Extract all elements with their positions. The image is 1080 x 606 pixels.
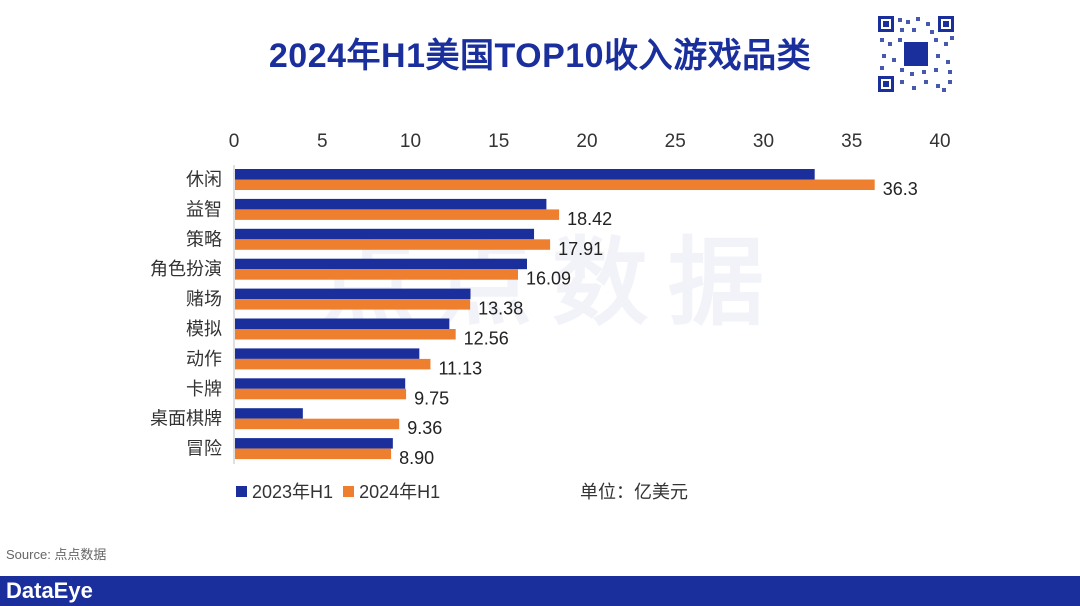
bar-2023 — [235, 408, 303, 419]
bar-2024 — [235, 239, 551, 250]
bar-2023 — [235, 169, 815, 180]
bar-2024 — [235, 269, 518, 280]
legend-item-2023: 2023年H1 — [236, 478, 333, 504]
unit-label: 单位：亿美元 — [580, 482, 688, 502]
x-tick-label: 0 — [229, 131, 240, 152]
x-tick-label: 40 — [929, 131, 950, 152]
bar-2024 — [235, 299, 471, 310]
bar-2023 — [235, 198, 547, 210]
x-tick-label: 15 — [488, 131, 509, 152]
x-tick-label: 20 — [576, 131, 597, 152]
legend-swatch-2023 — [236, 485, 247, 497]
category-label: 模拟 — [186, 319, 222, 339]
bar-2023 — [235, 258, 527, 270]
bar-2024 — [235, 418, 400, 430]
data-label: 18.42 — [567, 209, 612, 229]
bar-2023 — [235, 288, 471, 300]
category-label: 休闲 — [186, 170, 222, 190]
x-tick-label: 35 — [841, 131, 862, 152]
bar-2024 — [235, 329, 456, 340]
bars — [235, 169, 875, 460]
legend-item-2024: 2024年H1 — [343, 478, 440, 504]
data-label: 16.09 — [526, 269, 571, 289]
bar-2023 — [235, 438, 393, 449]
brand-logo: DataEye — [6, 578, 93, 603]
x-tick-label: 30 — [753, 131, 774, 152]
legend-label-2023: 2023年H1 — [252, 482, 334, 502]
bar-2023 — [235, 378, 406, 389]
data-label: 36.3 — [883, 179, 918, 199]
x-tick-label: 10 — [400, 131, 421, 152]
category-label: 赌场 — [186, 289, 222, 309]
source-note: Source: 点点数据 — [6, 547, 107, 562]
bar-2024 — [235, 358, 431, 370]
bar-2024 — [235, 448, 392, 460]
bar-2024 — [235, 388, 407, 400]
footer-bar: DataEye — [0, 576, 1080, 606]
legend-label-2024: 2024年H1 — [359, 482, 441, 502]
category-label: 卡牌 — [186, 379, 222, 399]
bar-2023 — [235, 348, 420, 359]
bar-2023 — [235, 228, 535, 240]
category-label: 角色扮演 — [150, 259, 222, 279]
data-label: 17.91 — [558, 239, 603, 259]
category-label: 冒险 — [186, 439, 222, 459]
data-label: 12.56 — [464, 329, 509, 349]
x-tick-label: 5 — [317, 131, 328, 152]
data-label: 9.75 — [414, 388, 449, 408]
category-label: 策略 — [186, 229, 222, 249]
category-label: 桌面棋牌 — [150, 409, 222, 429]
data-label: 8.90 — [399, 448, 434, 468]
x-axis-ticks: 0 5 10 15 20 25 30 35 40 — [229, 131, 951, 152]
chart-title: 2024年H1美国TOP10收入游戏品类 — [268, 37, 812, 75]
bar-2023 — [235, 318, 450, 329]
x-tick-label: 25 — [665, 131, 686, 152]
data-label: 13.38 — [478, 299, 523, 319]
data-label: 11.13 — [438, 358, 482, 378]
data-label: 9.36 — [407, 418, 442, 438]
bar-2024 — [235, 209, 560, 220]
qr-code-icon — [876, 14, 956, 94]
category-label: 益智 — [186, 199, 222, 219]
category-label: 动作 — [186, 349, 222, 369]
legend-swatch-2024 — [343, 485, 355, 497]
bar-2024 — [235, 179, 875, 190]
legend: 2023年H1 2024年H1 — [236, 478, 450, 504]
